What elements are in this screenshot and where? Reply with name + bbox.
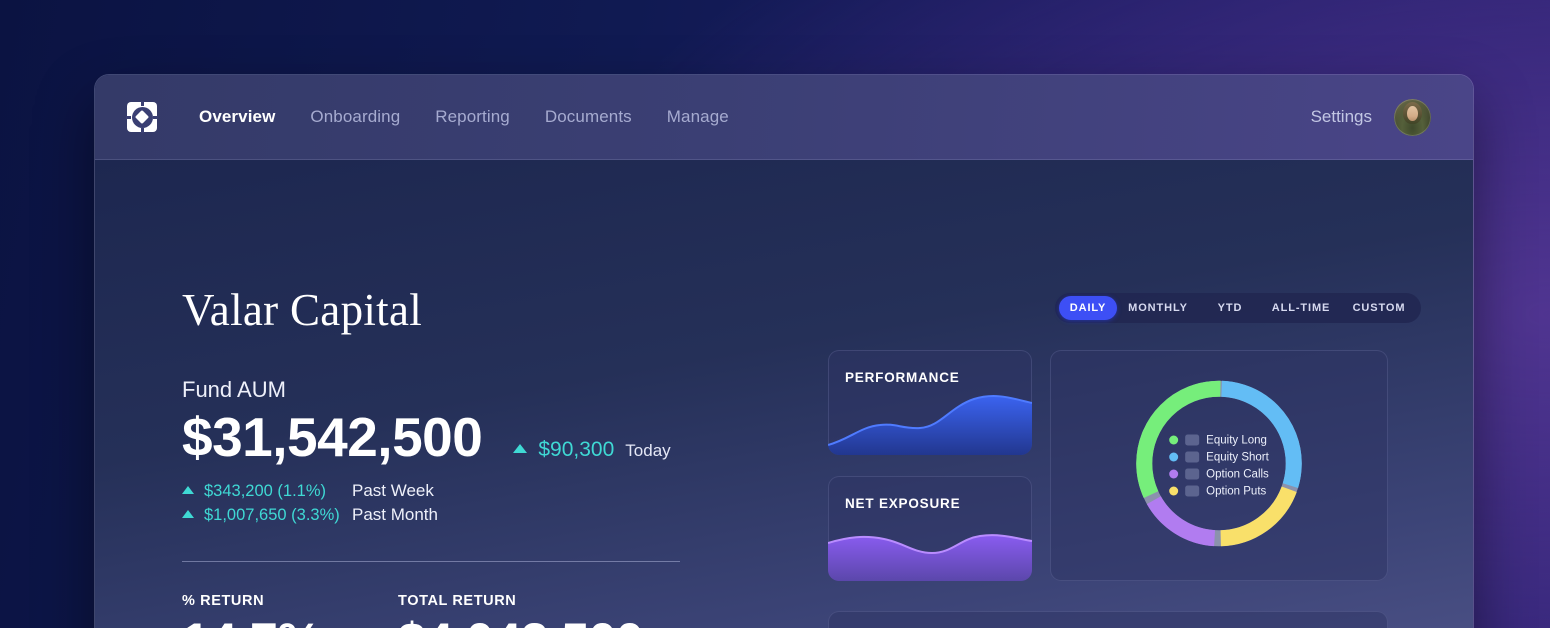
nav-item-onboarding[interactable]: Onboarding (310, 107, 401, 126)
triangle-up-icon (182, 483, 204, 501)
divider (182, 561, 680, 562)
net-exposure-card-title: NET EXPOSURE (845, 496, 961, 511)
legend-label-option-puts: Option Puts (1206, 485, 1267, 497)
logo-notch-bottom (140, 128, 144, 133)
total-return-value: $4,042,500 (398, 615, 644, 628)
period-tab-custom[interactable]: CUSTOM (1352, 302, 1406, 314)
today-change-amount: $90,300 (538, 438, 615, 461)
legend-color-dot-equity-short (1169, 452, 1179, 462)
donut-segment-equity-short (1136, 380, 1302, 546)
percent-return-label: % RETURN (182, 593, 265, 609)
performance-sparkline (828, 395, 1032, 455)
legend-value-placeholder (1185, 485, 1200, 497)
nav-item-manage[interactable]: Manage (666, 107, 729, 126)
period-tab-all-time[interactable]: ALL-TIME (1271, 302, 1331, 314)
diamond-target-logo-icon[interactable] (126, 101, 158, 133)
list-item[interactable]: Equity Long (1169, 434, 1269, 446)
page-title: Valar Capital (182, 285, 423, 335)
nav-item-reporting[interactable]: Reporting (435, 107, 510, 126)
allocation-card[interactable]: Equity Long Equity Short Option Calls Op… (1050, 350, 1388, 581)
allocation-legend: Equity Long Equity Short Option Calls Op… (1169, 434, 1269, 497)
legend-color-dot-option-puts (1169, 486, 1179, 496)
avatar[interactable] (1394, 98, 1431, 136)
net-exposure-card[interactable]: NET EXPOSURE (828, 476, 1032, 581)
period-tab-ytd[interactable]: YTD (1217, 302, 1243, 314)
period-tab-daily[interactable]: DAILY (1059, 296, 1117, 320)
header-right-group: Settings (1310, 98, 1473, 136)
allocation-donut (1130, 374, 1308, 557)
delta-amount: $343,200 (1.1%) (204, 481, 327, 500)
fund-summary-panel: Valar Capital Fund AUM $31,542,500 $90,3… (182, 160, 712, 529)
aum-value: $31,542,500 (182, 406, 483, 468)
dashboard-body: Valar Capital Fund AUM $31,542,500 $90,3… (95, 160, 1473, 628)
legend-label-option-calls: Option Calls (1206, 468, 1269, 480)
delta-amount: $1,007,650 (3.3%) (204, 505, 340, 524)
net-exposure-sparkline (828, 534, 1032, 581)
aum-row: $31,542,500 $90,300 Today (182, 406, 712, 468)
period-tab-monthly[interactable]: MONTHLY (1128, 302, 1188, 314)
app-window: Overview Onboarding Reporting Documents … (95, 75, 1473, 628)
nav-item-documents[interactable]: Documents (544, 107, 632, 126)
list-item[interactable]: Equity Short (1169, 451, 1269, 463)
today-change-group: $90,300 Today (513, 438, 671, 462)
delta-period: Past Month (352, 504, 438, 524)
donut-svg (1136, 380, 1302, 546)
list-item: $1,007,650 (3.3%) Past Month (182, 505, 712, 525)
list-item[interactable]: Option Puts (1169, 485, 1269, 497)
legend-value-placeholder (1185, 434, 1200, 446)
logo-diamond (134, 109, 150, 125)
legend-label-equity-long: Equity Long (1206, 434, 1267, 446)
triangle-up-icon (182, 507, 204, 525)
triangle-up-icon (513, 444, 528, 453)
legend-label-equity-short: Equity Short (1206, 451, 1269, 463)
delta-list: $343,200 (1.1%) Past Week $1,007,650 (3.… (182, 481, 712, 525)
percent-return-block: % RETURN 14.7% (182, 593, 398, 628)
app-header: Overview Onboarding Reporting Documents … (95, 75, 1473, 160)
percent-return-value: 14.7% (182, 615, 398, 628)
today-change-label: Today (625, 441, 671, 460)
logo-ring (131, 106, 153, 128)
settings-link[interactable]: Settings (1310, 107, 1372, 126)
logo-notch-left (126, 115, 131, 119)
buying-power-card: BUYING POWER Settled cash: (828, 611, 1388, 628)
legend-color-dot-equity-long (1169, 435, 1179, 445)
donut-segment-equity-long (1136, 380, 1302, 546)
main-nav: Overview Onboarding Reporting Documents … (199, 107, 729, 127)
list-item[interactable]: Option Calls (1169, 468, 1269, 480)
nav-item-overview[interactable]: Overview (199, 107, 276, 126)
total-return-label: TOTAL RETURN (398, 593, 517, 609)
list-item: $343,200 (1.1%) Past Week (182, 481, 712, 501)
performance-card-title: PERFORMANCE (845, 370, 960, 385)
period-filter-group: DAILY MONTHLY YTD ALL-TIME CUSTOM (1055, 293, 1421, 323)
delta-period: Past Week (352, 480, 434, 500)
returns-row: % RETURN 14.7% TOTAL RETURN $4,042,500 (182, 593, 644, 628)
aum-label: Fund AUM (182, 377, 286, 402)
logo-notch-top (140, 101, 144, 106)
legend-value-placeholder (1185, 451, 1200, 463)
logo-notch-right (153, 115, 158, 119)
legend-value-placeholder (1185, 468, 1200, 480)
total-return-block: TOTAL RETURN $4,042,500 (398, 593, 644, 628)
performance-card[interactable]: PERFORMANCE (828, 350, 1032, 455)
legend-color-dot-option-calls (1169, 469, 1179, 479)
